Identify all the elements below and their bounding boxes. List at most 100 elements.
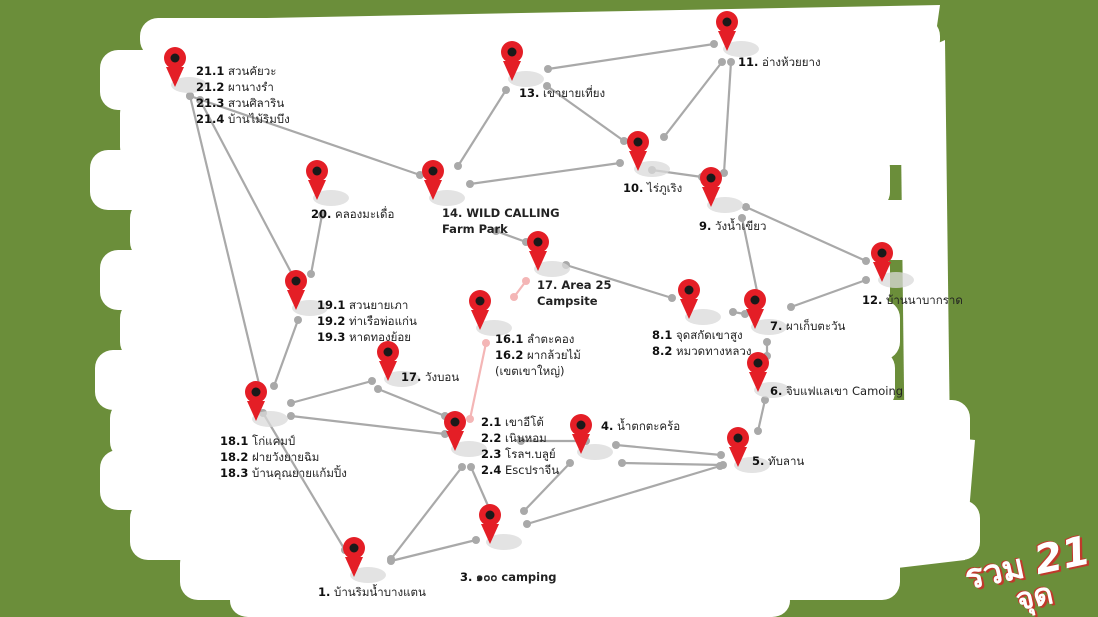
label-p20: 20. คลองมะเดื่อ [311, 207, 395, 221]
paper-stroke [90, 150, 890, 210]
marker-p2-icon[interactable] [444, 411, 487, 457]
route-node [727, 58, 735, 66]
route-line [565, 263, 673, 300]
route-node [862, 276, 870, 284]
route-node [502, 86, 510, 94]
marker-p14-icon[interactable] [422, 160, 465, 206]
route-node [368, 377, 376, 385]
route-node [270, 382, 278, 390]
marker-p17-icon[interactable] [377, 341, 420, 387]
marker-p1-icon[interactable] [343, 537, 386, 583]
route-node [660, 133, 668, 141]
route-node [482, 339, 490, 347]
route-node [374, 385, 382, 393]
marker-p21-icon[interactable] [164, 47, 207, 93]
route-node [307, 270, 315, 278]
route-node [196, 96, 204, 104]
label-p7: 7. ผาเก็บตะวัน [770, 319, 846, 333]
marker-p13-icon[interactable] [501, 41, 544, 87]
route-node [738, 214, 746, 222]
label-p12: 12. บ้านนาบากราด [862, 293, 963, 307]
marker-p11-icon[interactable] [716, 11, 759, 57]
route-line [457, 89, 507, 167]
route-node [387, 557, 395, 565]
label-p21: 21.1 สวนคัยวะ 21.2 ผานางรำ 21.3 สวนศิลาร… [196, 64, 290, 126]
route-node [287, 412, 295, 420]
route-node [716, 462, 724, 470]
route-node [466, 415, 474, 423]
route-node [618, 459, 626, 467]
paper-stroke [110, 400, 970, 460]
label-p17b: 17. Area 25 Campsite [537, 278, 612, 308]
route-node [620, 137, 628, 145]
route-line-highlight [468, 342, 488, 420]
route-line [790, 278, 867, 309]
paper-stroke [95, 350, 895, 410]
route-line [526, 464, 721, 526]
route-line [290, 379, 373, 405]
route-line [469, 161, 621, 186]
route-line [199, 99, 294, 277]
route-node [566, 459, 574, 467]
label-p18: 18.1 โก่แคมป์ 18.2 ฝายวังยายฉิม 18.3 บ้า… [220, 434, 347, 480]
paper-stroke [880, 430, 975, 570]
route-node [754, 427, 762, 435]
marker-p4-icon[interactable] [570, 414, 613, 460]
route-node [544, 65, 552, 73]
route-line [272, 319, 300, 387]
marker-p6-icon[interactable] [747, 352, 790, 398]
route-line [390, 466, 463, 560]
route-node [729, 308, 737, 316]
route-node [318, 211, 326, 219]
route-node [416, 171, 424, 179]
route-line [615, 443, 722, 457]
route-line [390, 538, 477, 563]
route-node [761, 396, 769, 404]
label-p5: 5. ทับลาน [752, 454, 805, 468]
markers [164, 11, 914, 583]
route-node [510, 293, 518, 301]
marker-p7-icon[interactable] [744, 289, 787, 335]
route-node [862, 257, 870, 265]
route-node [522, 277, 530, 285]
label-p3: 3. ๑๐๐ camping [460, 570, 557, 584]
label-p14: 14. WILD CALLING Farm Park [442, 206, 560, 236]
marker-p8-icon[interactable] [678, 279, 721, 325]
marker-p20-icon[interactable] [306, 160, 349, 206]
marker-p16-icon[interactable] [469, 290, 512, 336]
route-node [612, 441, 620, 449]
marker-p12-icon[interactable] [871, 242, 914, 288]
route-node [717, 451, 725, 459]
route-node [492, 227, 500, 235]
route-line [290, 414, 446, 436]
label-p10: 10. ไร่ภูเริง [623, 181, 683, 195]
route-node [787, 303, 795, 311]
label-p1: 1. บ้านริมน้ำบางแตน [318, 585, 426, 599]
route-line [740, 217, 760, 297]
marker-p10-icon[interactable] [627, 131, 670, 177]
marker-p18-icon[interactable] [245, 381, 288, 427]
route-line [745, 205, 867, 263]
paper-stroke [230, 585, 790, 617]
route-line [722, 61, 733, 174]
route-node [458, 463, 466, 471]
marker-p19-icon[interactable] [285, 270, 328, 316]
route-line [189, 94, 421, 177]
marker-p17b-icon[interactable] [527, 231, 570, 277]
marker-p9-icon[interactable] [700, 167, 743, 213]
paper-stroke [130, 200, 920, 260]
route-node [287, 399, 295, 407]
route-line [309, 214, 324, 275]
label-p8: 8.1 จุดสกัดเขาสูง 8.2 หมวดทางหลวง [652, 328, 752, 358]
route-node [467, 463, 475, 471]
marker-p5-icon[interactable] [727, 427, 770, 473]
route-node [742, 203, 750, 211]
route-node [466, 180, 474, 188]
route-line [377, 387, 446, 418]
route-node [472, 536, 480, 544]
route-line [523, 462, 571, 512]
marker-p3-icon[interactable] [479, 504, 522, 550]
label-p9: 9. วังน้ำเขียว [699, 219, 767, 233]
route-node [616, 159, 624, 167]
